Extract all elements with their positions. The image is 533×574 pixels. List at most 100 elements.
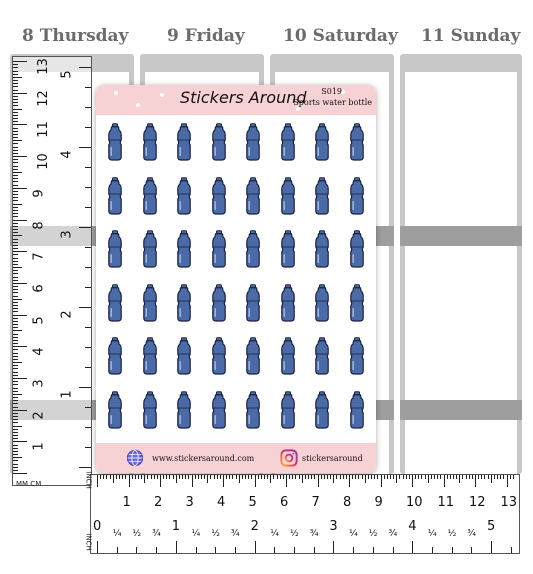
ruler-tick	[270, 475, 272, 483]
ruler-tick	[116, 547, 118, 553]
ruler-tick	[13, 152, 18, 154]
ruler-tick	[345, 475, 347, 479]
ruler-tick	[279, 475, 281, 479]
ruler-fraction-label: ¾	[467, 529, 477, 539]
ruler-tick	[13, 273, 18, 275]
ruler-tick	[326, 475, 328, 479]
ruler-tick	[393, 475, 395, 479]
ruler-tick	[13, 450, 18, 452]
ruler-tick	[456, 475, 458, 479]
ruler-cm-label: 6	[31, 284, 47, 293]
ruler-tick	[292, 475, 294, 479]
ruler-inch-label: 1	[59, 390, 75, 399]
ruler-tick	[13, 292, 18, 294]
water-bottle-icon	[280, 337, 295, 375]
ruler-cm-label: 4	[217, 495, 226, 510]
water-bottle-icon	[280, 123, 295, 161]
ruler-tick	[342, 475, 344, 479]
water-bottle-icon	[108, 390, 122, 429]
water-bottle-icon	[349, 123, 364, 161]
ruler-tick	[13, 381, 18, 383]
ruler-tick	[188, 475, 190, 479]
ruler-tick	[163, 475, 165, 479]
instagram-handle[interactable]: stickersaround	[302, 454, 363, 463]
ruler-tick	[251, 475, 253, 479]
sticker-sheet: Stickers Around S019 Sports water bottle…	[96, 85, 376, 473]
ruler-tick	[311, 475, 313, 479]
ruler-tick	[141, 475, 143, 479]
ruler-tick	[103, 475, 105, 479]
ruler-unit-label: MM CM	[16, 480, 42, 488]
ruler-tick	[13, 400, 18, 402]
ruler-tick	[13, 397, 18, 399]
ruler-cm-label: 6	[280, 495, 289, 510]
ruler-tick	[484, 475, 486, 479]
ruler-tick	[213, 475, 215, 479]
ruler-tick	[349, 475, 350, 487]
ruler-tick	[13, 219, 27, 221]
ruler-tick	[13, 130, 18, 132]
ruler-tick	[13, 187, 27, 189]
ruler-tick	[13, 358, 18, 360]
ruler-tick	[97, 475, 98, 487]
website-link[interactable]: www.stickersaround.com	[152, 454, 255, 463]
ruler-tick	[13, 286, 18, 288]
ruler-tick	[13, 441, 27, 443]
ruler-tick	[13, 320, 18, 322]
water-bottle-icon	[315, 390, 329, 429]
ruler-tick	[491, 541, 492, 553]
water-bottle-icon	[177, 283, 191, 322]
ruler-tick	[314, 475, 316, 479]
ruler-tick	[122, 475, 124, 479]
ruler-tick	[79, 67, 91, 68]
ruler-tick	[13, 339, 18, 341]
ruler-cm-label: 8	[31, 220, 47, 230]
ruler-tick	[85, 207, 91, 208]
ruler-tick	[339, 475, 341, 479]
ruler-tick	[13, 190, 18, 192]
day-header-friday: 9 Friday	[167, 26, 245, 46]
ruler-tick	[235, 475, 237, 479]
water-bottle-icon	[280, 230, 295, 268]
ruler-tick	[13, 428, 18, 430]
ruler-tick	[13, 99, 18, 101]
ruler-tick	[353, 547, 355, 553]
water-bottle-icon	[108, 283, 122, 322]
ruler-tick	[512, 475, 514, 479]
water-bottle-icon	[246, 176, 260, 215]
water-bottle-icon	[142, 176, 157, 215]
ruler-tick	[13, 149, 18, 151]
ruler-tick	[412, 475, 413, 487]
ruler-tick	[13, 387, 18, 389]
water-bottle-icon	[211, 337, 226, 375]
ruler-tick	[13, 267, 22, 269]
ruler-tick	[13, 257, 18, 259]
ruler-tick	[13, 406, 18, 408]
ruler-tick	[427, 475, 429, 483]
ruler-fraction-label: ¼	[349, 529, 358, 539]
ruler-tick	[13, 289, 18, 291]
ruler-tick	[13, 67, 18, 69]
ruler-tick	[13, 469, 18, 471]
ruler-tick	[490, 475, 492, 483]
ruler-tick	[144, 475, 146, 483]
ruler-inch-label: 2	[250, 519, 259, 534]
ruler-tick	[125, 475, 127, 479]
horizontal-ruler: 1 2 3 4 5 6 7 8 9 10 11 12 13 0 1 2 3 4 5 ¼ ½ ¾ ¼ ½ ¾ ¼ ½ ¾ ¼ ½ ¾ ¼ ½ ¾	[90, 474, 520, 554]
ruler-tick	[289, 475, 291, 479]
ruler-fraction-label: ¼	[112, 529, 122, 539]
ruler-tick	[330, 475, 332, 479]
ruler-tick	[13, 349, 18, 351]
ruler-cm-label: 13	[500, 495, 518, 510]
ruler-tick	[13, 431, 18, 433]
ruler-fraction-label: ¼	[191, 529, 201, 539]
ruler-inch-label: 3	[329, 519, 338, 534]
ruler-tick	[13, 197, 18, 199]
ruler-tick	[267, 475, 269, 479]
ruler-tick	[13, 121, 18, 123]
ruler-fraction-label: ¾	[152, 529, 161, 539]
water-bottle-icon	[142, 283, 157, 322]
planner-column-sunday	[400, 54, 522, 474]
water-bottle-icon	[349, 230, 364, 268]
ruler-tick	[358, 475, 360, 479]
